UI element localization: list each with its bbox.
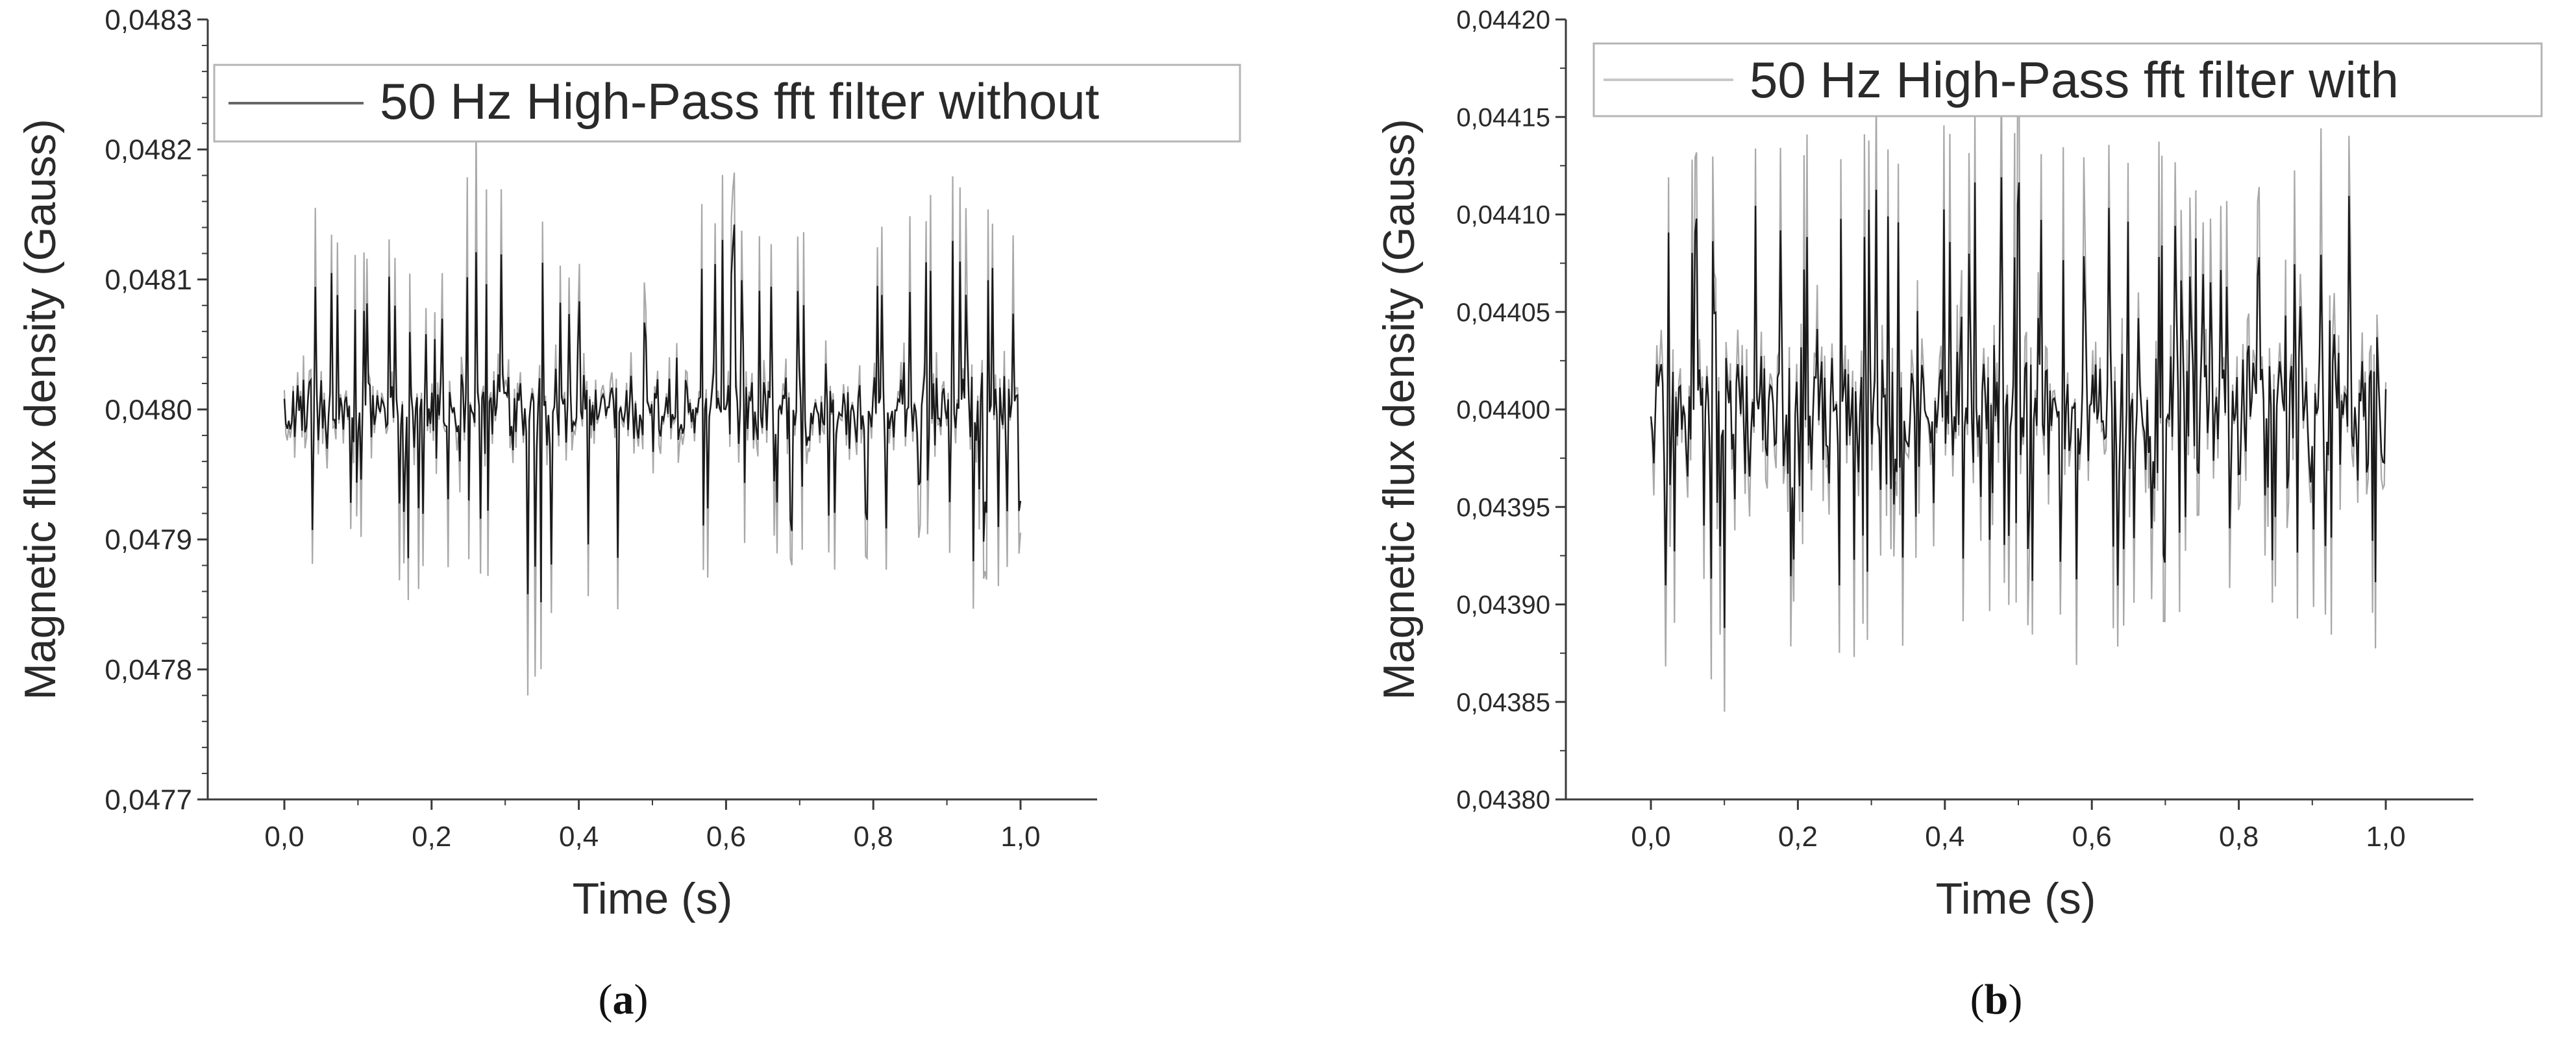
legend-label: 50 Hz High-Pass fft filter without: [380, 73, 1100, 130]
y-tick-label: 0,04405: [1456, 298, 1550, 327]
y-tick-label: 0,0479: [105, 524, 192, 556]
y-tick-label: 0,04415: [1456, 103, 1550, 132]
axes-group: 0,0 0,2 0,4 0,6 0,8 1,0 0,04380 0,04385 0,04390 0…: [1456, 6, 2473, 853]
legend: 50 Hz High-Pass fft filter with: [1592, 42, 2543, 117]
y-axis-label: Magnetic flux density (Gauss): [16, 119, 65, 700]
y-tick-label: 0,04420: [1456, 6, 1550, 34]
series-trace-group: [283, 123, 1022, 696]
y-tick-label: 0,04400: [1456, 396, 1550, 424]
x-axis-label: Time (s): [1936, 874, 2096, 923]
caption-open-paren: (: [599, 976, 613, 1023]
caption-open-paren: (: [1970, 976, 1985, 1023]
x-tick-label: 0,8: [854, 821, 893, 853]
y-tick-label: 0,0481: [105, 264, 192, 296]
x-tick-label: 1,0: [2366, 821, 2405, 853]
x-tick-label: 0,6: [706, 821, 746, 853]
caption-letter: b: [1985, 976, 2009, 1023]
y-tick-label: 0,04380: [1456, 786, 1550, 814]
x-tick-label: 0,4: [559, 821, 599, 853]
panel-a: 0,0 0,2 0,4 0,6 0,8 1,0 0,0477 0,0478 0,0479 0,04…: [16, 4, 1241, 1023]
caption-close-paren: ): [2008, 976, 2022, 1023]
y-axis-label: Magnetic flux density (Gauss): [1374, 119, 1424, 700]
panel-caption-a: (a): [599, 976, 649, 1023]
x-tick-label: 0,6: [2072, 821, 2112, 853]
y-tick-label: 0,04395: [1456, 493, 1550, 522]
x-axis-label: Time (s): [573, 874, 733, 923]
y-tick-label: 0,0480: [105, 394, 192, 426]
y-tick-label: 0,04385: [1456, 688, 1550, 717]
axes-group: 0,0 0,2 0,4 0,6 0,8 1,0 0,0477 0,0478 0,0479 0,04…: [105, 4, 1097, 853]
x-tick-label: 0,8: [2219, 821, 2259, 853]
y-tick-label: 0,0482: [105, 134, 192, 166]
caption-close-paren: ): [634, 976, 649, 1023]
panel-b: 0,0 0,2 0,4 0,6 0,8 1,0 0,04380 0,04385 0,04390 0…: [1374, 6, 2543, 1023]
series-line: [283, 225, 1022, 603]
y-tick-label: 0,04410: [1456, 201, 1550, 230]
x-tick-label: 0,2: [1778, 821, 1818, 853]
x-tick-label: 0,4: [1925, 821, 1964, 853]
caption-letter: a: [613, 976, 634, 1023]
legend-label: 50 Hz High-Pass fft filter with: [1750, 51, 2399, 108]
y-tick-label: 0,04390: [1456, 591, 1550, 620]
y-tick-label: 0,0477: [105, 784, 192, 816]
x-tick-label: 0,0: [1631, 821, 1670, 853]
legend: 50 Hz High-Pass fft filter without: [213, 64, 1241, 143]
y-tick-label: 0,0478: [105, 654, 192, 686]
legend-box: [213, 64, 1241, 143]
x-tick-label: 1,0: [1000, 821, 1040, 853]
legend-box: [1592, 42, 2543, 117]
series-line: [1650, 177, 2387, 628]
x-tick-label: 0,2: [412, 821, 451, 853]
y-tick-label: 0,0483: [105, 4, 192, 36]
x-tick-label: 0,0: [264, 821, 304, 853]
panel-caption-b: (b): [1970, 976, 2023, 1023]
